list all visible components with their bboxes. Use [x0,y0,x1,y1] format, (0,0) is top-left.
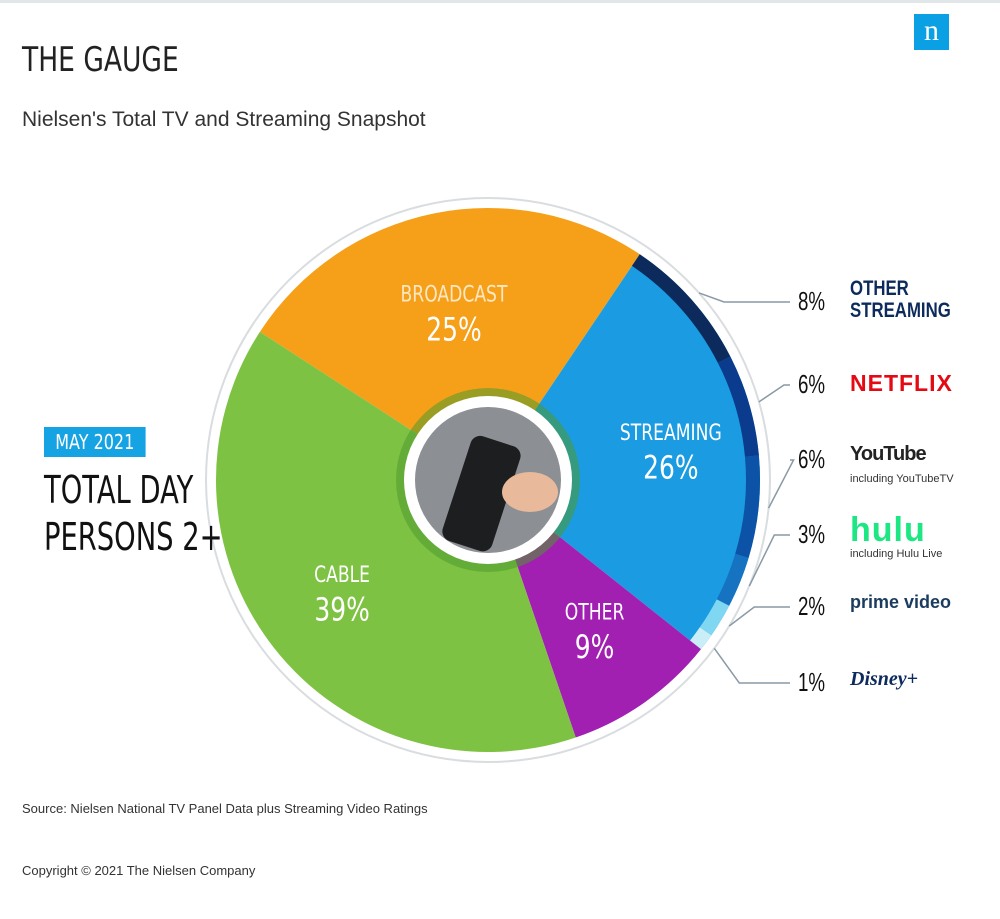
streaming-value-label: 8% [798,286,826,316]
leader-line [698,292,790,303]
slice-value-label: 26% [643,448,698,486]
pie-slice [488,254,760,650]
streaming-segment [699,599,730,636]
streaming-value-label: 6% [798,369,826,399]
legend-note: including Hulu Live [850,548,943,560]
legend-entry: prime video [850,592,952,612]
leader-line [713,647,790,684]
hand [502,472,558,512]
streaming-segment [631,254,731,363]
slice-name: BROADCAST [401,282,509,308]
logo: n [914,14,949,50]
source: Source: Nielsen National TV Panel Data p… [22,801,428,816]
legend-entry: NETFLIX [850,370,953,396]
date-badge: MAY 2021 [44,427,146,457]
legend-entry: YouTube [850,443,927,465]
legend-note: including YouTubeTV [850,473,954,485]
leader-line [758,384,790,403]
subtitle: Nielsen's Total TV and Streaming Snapsho… [22,108,426,131]
leader-line [748,534,790,587]
streaming-value-label: 6% [798,444,826,474]
streaming-value-label: 1% [798,667,826,697]
remote [442,435,521,552]
streaming-segment [716,553,749,606]
streaming-segment [735,455,760,558]
chart-title: THE GAUGE [22,40,179,80]
slice-name: OTHER [565,599,625,625]
annotation: TOTAL DAY [44,468,194,512]
leader-line [767,459,795,509]
legend-entry: Disney+ [850,668,919,690]
slice-value-label: 25% [426,310,481,348]
pie-slice [216,331,576,752]
slice-label: OTHER 9% [565,599,625,666]
annotation: PERSONS 2+ [44,515,223,559]
legend-entry: hulu [850,511,926,549]
slice-value-label: 9% [575,628,615,666]
copyright: Copyright © 2021 The Nielsen Company [22,863,256,878]
streaming-segment [690,627,712,650]
top-border [0,0,1000,3]
streaming-value-label: 3% [798,519,826,549]
slice-name: STREAMING [620,420,722,446]
slice-name: CABLE [314,562,370,588]
streaming-value-label: 2% [798,591,826,621]
pie-slice [259,207,640,480]
slice-value-label: 39% [314,590,369,628]
leader-line [728,606,790,627]
streaming-segment [717,356,759,457]
legend-entry: OTHER STREAMING [850,277,951,323]
